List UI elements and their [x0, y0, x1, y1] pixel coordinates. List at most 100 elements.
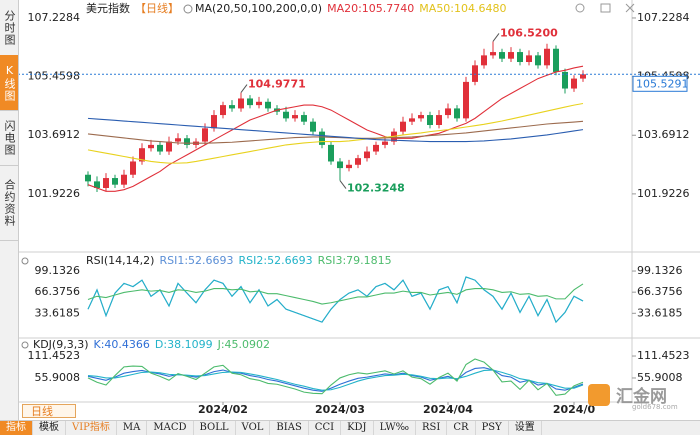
- candle-body: [580, 74, 586, 79]
- header-text: MA50:104.6480: [419, 2, 506, 15]
- candle-body: [157, 144, 163, 152]
- sidebar-tab[interactable]: 闪电图: [0, 110, 18, 166]
- header-icon: [183, 4, 193, 14]
- candle-body: [328, 144, 334, 162]
- watermark-icon: [588, 384, 610, 406]
- candle-body: [229, 105, 235, 109]
- sidebar-tab[interactable]: 合约资料: [0, 165, 18, 241]
- series-line: [87, 369, 584, 391]
- header-text: D:38.1099: [155, 338, 213, 351]
- annotation-leader: [339, 180, 347, 189]
- candle-body: [382, 141, 388, 145]
- sidebar-tab[interactable]: K线图: [0, 55, 18, 111]
- y-tick-label-right: 33.6185: [637, 306, 683, 319]
- candle-body: [373, 144, 379, 152]
- candle-body: [256, 101, 262, 106]
- y-tick-label-right: 111.4523: [637, 349, 690, 362]
- toolbar-item[interactable]: MACD: [147, 421, 194, 435]
- annotation: 104.9771: [248, 78, 306, 91]
- candle-body: [121, 174, 127, 185]
- toolbar-item[interactable]: KDJ: [341, 421, 374, 435]
- candle-body: [400, 121, 406, 132]
- candle-body: [481, 55, 487, 66]
- annotation: 106.5200: [500, 26, 558, 39]
- watermark-site: gold678.com: [632, 403, 678, 411]
- candle-body: [292, 115, 298, 119]
- candle-body: [220, 105, 226, 116]
- toolbar-item[interactable]: RSI: [416, 421, 448, 435]
- series-line: [87, 120, 584, 144]
- series-line: [87, 283, 584, 305]
- candle-body: [310, 121, 316, 132]
- toolbar-item[interactable]: 模板: [33, 421, 66, 435]
- candle-body: [211, 115, 217, 129]
- candle-body: [103, 178, 109, 188]
- candle-body: [283, 111, 289, 119]
- toolbar-item[interactable]: CR: [447, 421, 476, 435]
- annotation: 102.3248: [347, 182, 405, 195]
- header-text: KDJ(9,3,3): [33, 338, 89, 351]
- header-text: J:45.0902: [217, 338, 270, 351]
- header-icon: [21, 341, 29, 349]
- toolbar-item[interactable]: LW‰: [374, 421, 417, 435]
- candle-body: [508, 52, 514, 59]
- candle-body: [463, 81, 469, 119]
- candle-body: [427, 115, 433, 125]
- x-tick-label: 2024/02: [198, 403, 248, 416]
- y-tick-label: 111.4523: [28, 349, 81, 362]
- candle-body: [526, 55, 532, 63]
- series-line: [87, 102, 584, 164]
- chart: 101.9226 101.9226 103.6912 103.6912 105.4598…: [18, 0, 700, 416]
- series-line: [87, 65, 584, 192]
- candle-body: [94, 181, 100, 188]
- last-price-label: 105.5291: [636, 77, 689, 90]
- y-tick-label: 105.4598: [28, 70, 81, 83]
- series-line: [87, 276, 584, 324]
- toolbar-item[interactable]: CCI: [309, 421, 342, 435]
- candle-body: [184, 138, 190, 145]
- candle-body: [355, 158, 361, 165]
- toolbar-item[interactable]: BIAS: [270, 421, 309, 435]
- toolbar-item[interactable]: VOL: [236, 421, 271, 435]
- candle-body: [364, 151, 370, 159]
- candle-body: [454, 108, 460, 119]
- y-tick-label-right: 103.6912: [637, 128, 690, 141]
- candle-body: [562, 71, 568, 89]
- series-line: [87, 117, 584, 143]
- y-tick-label-right: 66.3756: [637, 285, 683, 298]
- candle-body: [418, 115, 424, 119]
- candle-body: [112, 178, 118, 185]
- sidebar: 分时图 K线图 闪电图 合约资料: [0, 0, 19, 420]
- y-tick-label: 107.2284: [28, 11, 81, 24]
- window-icons: [575, 3, 635, 13]
- header-text: 美元指数: [86, 1, 130, 15]
- toolbar-item[interactable]: VIP指标: [66, 421, 117, 435]
- toolbar-item[interactable]: MA: [117, 421, 148, 435]
- candle-body: [85, 174, 91, 182]
- candle-body: [544, 48, 550, 66]
- watermark: 汇金网 gold678.com: [588, 382, 698, 412]
- period-button[interactable]: 日线: [22, 404, 76, 418]
- y-tick-label: 101.9226: [28, 187, 81, 200]
- candle-body: [265, 101, 271, 109]
- candle-body: [535, 55, 541, 66]
- header-text: K:40.4366: [94, 338, 150, 351]
- y-tick-label: 55.9008: [35, 371, 81, 384]
- toolbar-item[interactable]: 指标: [0, 421, 33, 435]
- toolbar-item[interactable]: 设置: [509, 421, 542, 435]
- candle-body: [346, 164, 352, 169]
- candle-body: [175, 138, 181, 142]
- toolbar-item[interactable]: PSY: [476, 421, 509, 435]
- candle-body: [571, 78, 577, 89]
- y-tick-label: 33.6185: [35, 306, 81, 319]
- x-tick-label: 2024/03: [315, 403, 365, 416]
- y-tick-label: 66.3756: [35, 285, 81, 298]
- y-tick-label: 99.1326: [35, 264, 81, 277]
- candle-body: [202, 128, 208, 142]
- series-line: [87, 358, 584, 396]
- sidebar-tab[interactable]: 分时图: [0, 0, 18, 56]
- candle-body: [148, 144, 154, 149]
- toolbar-item[interactable]: BOLL: [194, 421, 236, 435]
- candle-body: [490, 52, 496, 56]
